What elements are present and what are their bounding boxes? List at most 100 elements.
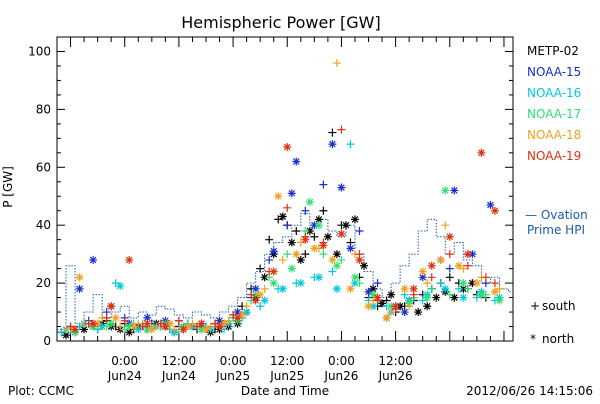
noaa-19-north-point (251, 296, 260, 305)
plot-credit: Plot: CCMC (8, 384, 74, 398)
noaa-19-north-point (125, 255, 134, 264)
noaa-17-south-point (102, 322, 111, 331)
y-tick-label: 60 (36, 160, 51, 174)
x-tick-time-label: 12:00 (270, 354, 305, 368)
noaa-19-north-point (269, 267, 278, 276)
noaa-16-south-point (328, 267, 337, 276)
metp-02-north-point (396, 302, 405, 311)
noaa-19-north-point (107, 302, 116, 311)
noaa-17-south-point (355, 279, 364, 288)
noaa-18-south-point (332, 59, 341, 68)
noaa-17-north-point (287, 264, 296, 273)
noaa-15-north-point (292, 157, 301, 166)
noaa-16-north-point (116, 281, 125, 290)
noaa-18-north-point (472, 279, 481, 288)
y-tick-label: 80 (36, 102, 51, 116)
noaa-17-north-point (197, 325, 206, 334)
noaa-16-north-point (369, 302, 378, 311)
metp-02-south-point (265, 235, 274, 244)
metp-02-north-point (423, 302, 432, 311)
y-axis-label: P [GW] (1, 166, 15, 208)
metp-02-north-point (305, 226, 314, 235)
noaa-15-north-point (328, 140, 337, 149)
y-tick-label: 100 (28, 44, 51, 58)
noaa-19-north-point (445, 232, 454, 241)
noaa-15-north-point (400, 308, 409, 317)
noaa-17-north-point (314, 221, 323, 230)
metp-02-south-point (274, 215, 283, 224)
noaa-16-north-point (459, 293, 468, 302)
metp-02-north-point (80, 325, 89, 334)
noaa-17-north-point (441, 186, 450, 195)
noaa-18-north-point (436, 255, 445, 264)
noaa-18-north-point (400, 284, 409, 293)
noaa-18-south-point (495, 284, 504, 293)
noaa-18-south-point (224, 316, 233, 325)
legend-entry-noaa-17: NOAA-17 (527, 107, 581, 121)
noaa-18-north-point (454, 261, 463, 270)
noaa-19-north-point (337, 229, 346, 238)
x-tick-date-label: Jun24 (161, 369, 196, 383)
noaa-16-north-point (134, 325, 143, 334)
noaa-16-north-point (441, 284, 450, 293)
y-tick-label: 20 (36, 276, 51, 290)
noaa-17-north-point (305, 198, 314, 207)
noaa-15-south-point (283, 221, 292, 230)
noaa-17-south-point (120, 325, 129, 334)
noaa-15-north-point (143, 313, 152, 322)
x-axis-label: Date and Time (241, 384, 329, 398)
noaa-16-south-point (418, 296, 427, 305)
noaa-19-north-point (71, 325, 80, 334)
noaa-15-north-point (468, 250, 477, 259)
noaa-19-south-point (66, 322, 75, 331)
noaa-18-south-point (134, 319, 143, 328)
noaa-17-south-point (319, 250, 328, 259)
noaa-15-north-point (486, 200, 495, 209)
noaa-19-north-point (215, 322, 224, 331)
noaa-18-south-point (405, 302, 414, 311)
legend-south-symbol: + (530, 299, 540, 313)
noaa-18-north-point (256, 290, 265, 299)
noaa-16-north-point (242, 308, 251, 317)
metp-02-north-point (468, 279, 477, 288)
noaa-18-north-point (183, 322, 192, 331)
noaa-18-south-point (188, 319, 197, 328)
x-tick-date-label: Jun26 (378, 369, 413, 383)
noaa-19-north-point (233, 313, 242, 322)
noaa-19-south-point (283, 203, 292, 212)
noaa-16-north-point (278, 284, 287, 293)
metp-02-north-point (278, 212, 287, 221)
ovation-hpi-line (57, 213, 513, 330)
noaa-18-south-point (278, 255, 287, 264)
noaa-18-north-point (75, 273, 84, 282)
noaa-18-north-point (346, 284, 355, 293)
noaa-17-north-point (387, 302, 396, 311)
noaa-18-north-point (490, 287, 499, 296)
noaa-19-north-point (143, 319, 152, 328)
noaa-17-south-point (337, 255, 346, 264)
metp-02-north-point (323, 232, 332, 241)
noaa-18-south-point (441, 221, 450, 230)
noaa-15-south-point (301, 206, 310, 215)
noaa-19-north-point (197, 319, 206, 328)
legend-entry-noaa-15: NOAA-15 (527, 65, 581, 79)
legend-ovation-line1: — Ovation (525, 208, 588, 222)
noaa-16-south-point (454, 284, 463, 293)
plot-timestamp: 2012/06/26 14:15:06 (466, 384, 593, 398)
noaa-19-north-point (89, 319, 98, 328)
noaa-19-south-point (174, 316, 183, 325)
plot-frame (56, 36, 514, 342)
noaa-19-north-point (319, 241, 328, 250)
noaa-19-south-point (481, 273, 490, 282)
legend-entry-noaa-19: NOAA-19 (527, 149, 581, 163)
noaa-16-south-point (75, 322, 84, 331)
noaa-19-north-point (301, 235, 310, 244)
noaa-17-north-point (143, 325, 152, 334)
legend-south-label: south (542, 299, 576, 313)
noaa-15-south-point (445, 264, 454, 273)
metp-02-south-point (328, 128, 337, 137)
noaa-18-north-point (165, 319, 174, 328)
metp-02-north-point (450, 293, 459, 302)
metp-02-north-point (260, 273, 269, 282)
metp-02-north-point (387, 290, 396, 299)
